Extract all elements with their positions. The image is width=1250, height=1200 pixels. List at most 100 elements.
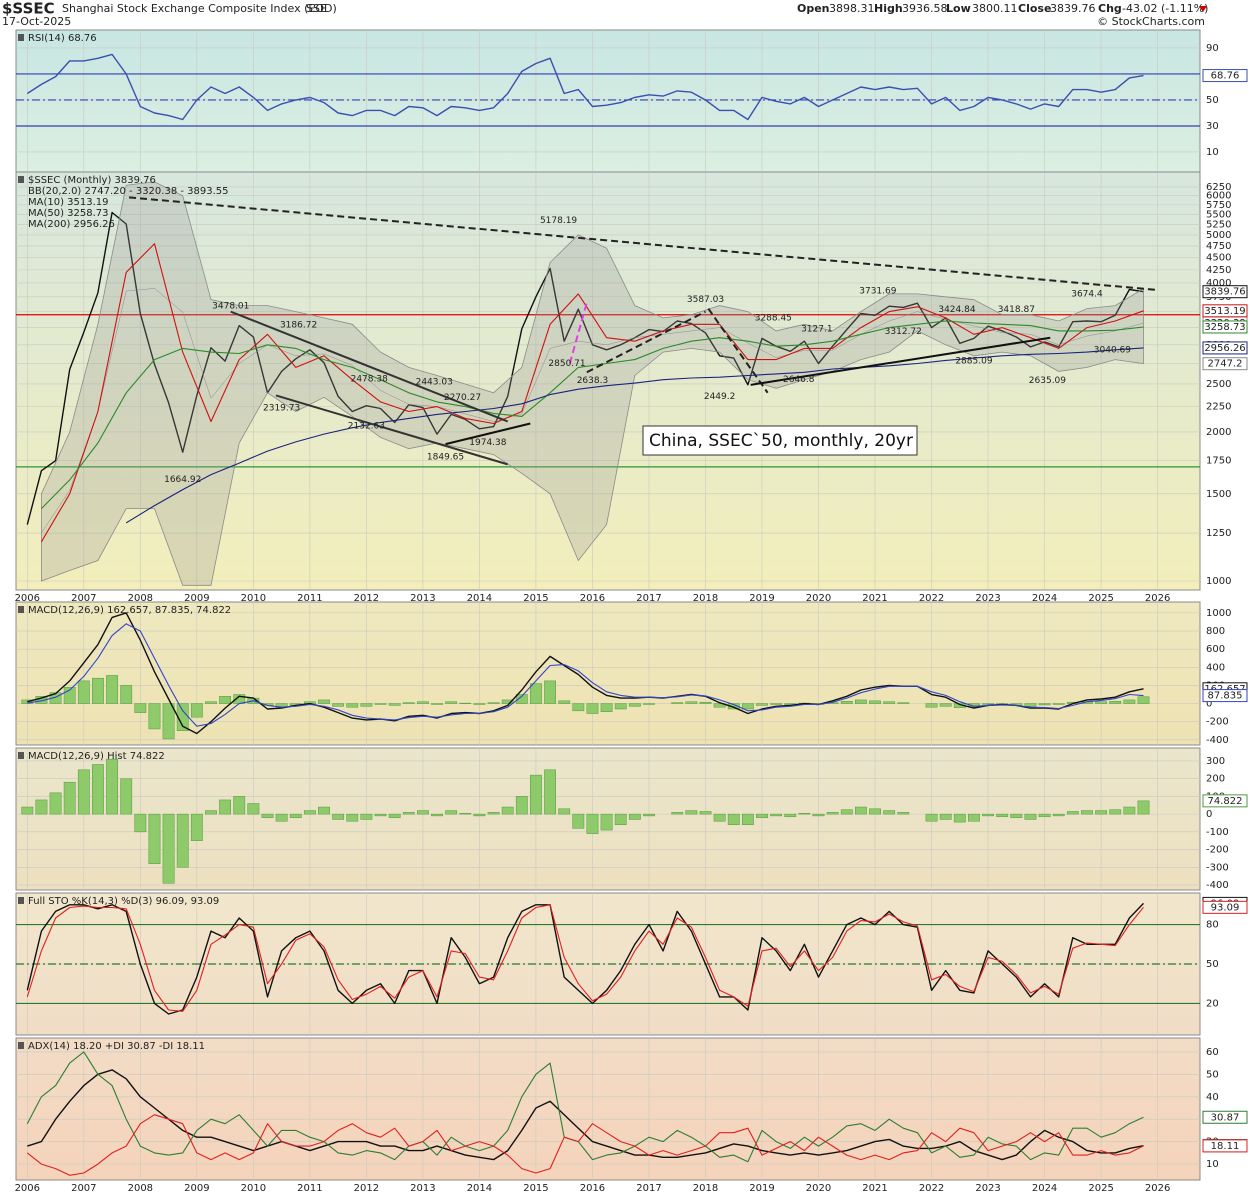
x-tick-label: 2020 [806,1183,831,1194]
histogram-bar [219,696,232,704]
histogram-bar [148,703,161,730]
histogram-bar [558,808,571,815]
value-tag-label: 68.76 [1211,71,1240,82]
value-tag-label: 3513.19 [1204,306,1245,317]
value-tag-label: 93.09 [1211,902,1240,913]
trend-line [128,196,1158,292]
x-tick-label: 2012 [354,1183,379,1194]
histogram-bar [727,813,740,826]
histogram-bar [685,701,698,704]
histogram-bar [190,703,203,718]
histogram-bar [346,813,359,822]
histogram-bar [784,813,797,818]
x-tick-label: 2023 [975,1183,1000,1194]
panel-icon [18,897,24,904]
histogram-bar [120,778,133,815]
value-tag-label: 3839.76 [1204,287,1245,298]
x-tick-label: 2006 [15,1183,40,1194]
series-line [26,53,1144,121]
value-tag [1202,69,1248,83]
histogram-bar [233,796,246,815]
y-tick-label: -200 [1206,717,1229,728]
panel-icon [18,606,24,613]
price-label: 2270.27 [444,393,481,403]
histogram-bar [713,703,726,708]
price-label: 3288.45 [755,314,792,324]
histogram-bar [77,769,90,815]
histogram-bar [869,700,881,704]
histogram-bar [572,703,585,712]
histogram-bar [643,703,655,705]
trend-line [707,307,769,394]
price-label: 1849.65 [427,452,464,462]
series-line [27,623,1144,727]
histogram-bar [134,813,147,833]
histogram-bar [968,703,980,708]
price-label: 5178.19 [540,216,577,226]
series-line [26,902,1145,1015]
x-tick-label: 2009 [184,593,209,604]
histogram-bar [1095,810,1107,815]
histogram-bar [925,703,938,708]
histogram-bar [501,699,514,704]
bollinger-middle [41,288,1144,534]
x-tick-label: 2012 [354,593,379,604]
x-tick-label: 2009 [184,1183,209,1194]
histogram-bar [798,812,811,815]
y-tick-label: 80 [1206,920,1219,931]
histogram-bar [968,813,980,822]
histogram-bar [939,703,952,707]
y-tick-label: 6000 [1206,191,1231,202]
x-tick-label: 2017 [636,593,661,604]
y-tick-label: 50 [1206,1069,1219,1080]
histogram-bar [1137,800,1150,815]
histogram-bar [205,810,217,815]
x-tick-label: 2024 [1032,1183,1057,1194]
panel-plot [16,602,1200,745]
x-tick-label: 2006 [15,593,40,604]
y-tick-label: 0 [1206,699,1212,710]
histogram-bar [996,813,1009,818]
histogram-bar [586,813,599,834]
x-tick-label: 2025 [1088,1183,1113,1194]
price-label: 2132.63 [348,422,385,432]
x-tick-label: 2026 [1145,593,1170,604]
trend-line [230,310,509,423]
histogram-bar [360,813,373,820]
histogram-bar [812,813,825,817]
histogram-bar [134,703,147,713]
value-tag-label: 18.11 [1211,1141,1240,1152]
price-label: 2478.38 [351,374,388,384]
copyright: © StockCharts.com [1097,15,1205,28]
trend-line [586,310,706,374]
y-tick-label: 5500 [1206,209,1231,220]
x-tick-label: 2025 [1088,593,1113,604]
histogram-bar [1066,811,1079,815]
histogram-bar [1109,809,1122,815]
x-tick-label: 2022 [919,593,944,604]
panel-background [15,29,1201,173]
histogram-bar [388,703,401,706]
histogram-bar [855,806,867,815]
panel-icon [18,752,24,759]
price-label: 2449.2 [704,392,736,402]
y-tick-label: -400 [1206,880,1229,891]
quote-label: High [874,2,903,15]
x-tick-label: 2024 [1032,593,1057,604]
x-tick-label: 2023 [975,593,1000,604]
histogram-bar [162,813,175,884]
histogram-bar [176,813,189,868]
x-tick-label: 2007 [71,593,96,604]
value-tag [1202,900,1248,914]
histogram-bar [473,703,486,705]
histogram-bar [92,677,104,704]
histogram-bar [487,702,500,704]
x-tick-label: 2008 [128,1183,153,1194]
down-arrow-icon [1199,6,1207,12]
histogram-bar [473,813,486,817]
price-label: 1974.38 [469,438,506,448]
x-tick-label: 2011 [297,593,322,604]
y-tick-label: 0 [1206,809,1212,820]
panel-title: ADX(14) 18.20 +DI 30.87 -DI 18.11 [28,1041,205,1052]
bollinger-band [41,181,1144,586]
